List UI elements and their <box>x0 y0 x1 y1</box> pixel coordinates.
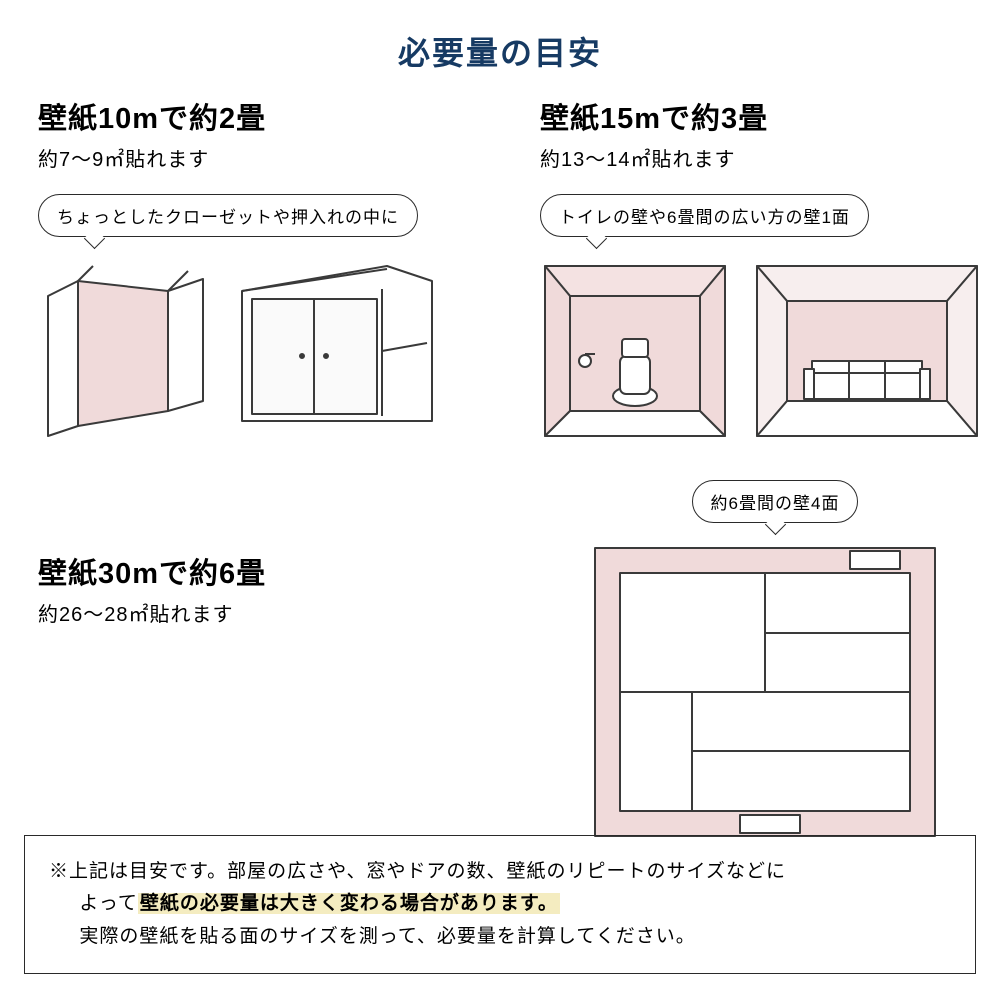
heading-15m: 壁紙15mで約3畳 <box>540 95 980 137</box>
note-line3: 実際の壁紙を貼る面のサイズを測って、必要量を計算してください。 <box>49 921 951 953</box>
bubble-10m: ちょっとしたクローゼットや押入れの中に <box>38 194 418 237</box>
note-line1: ※上記は目安です。部屋の広さや、窓やドアの数、壁紙のリピートのサイズなどに <box>49 861 786 882</box>
toilet-illustration <box>540 261 728 441</box>
heading-10m: 壁紙10mで約2畳 <box>38 95 498 137</box>
page-title: 必要量の目安 <box>0 0 1000 74</box>
room-wall-illustration <box>752 261 980 441</box>
subtext-10m: 約7〜9㎡貼れます <box>38 143 498 172</box>
subtext-30m: 約26〜28㎡貼れます <box>38 598 498 627</box>
subtext-15m: 約13〜14㎡貼れます <box>540 143 980 172</box>
note-box: ※上記は目安です。部屋の広さや、窓やドアの数、壁紙のリピートのサイズなどに よっ… <box>24 835 976 974</box>
note-line2a: よって <box>79 893 137 914</box>
oshiire-illustration <box>232 261 442 441</box>
closet-illustration <box>38 261 208 441</box>
heading-30m: 壁紙30mで約6畳 <box>38 550 498 592</box>
section-30m: 壁紙30mで約6畳 約26〜28㎡貼れます <box>38 550 498 627</box>
bubble-15m: トイレの壁や6畳間の広い方の壁1面 <box>540 194 869 237</box>
section-30m-illus: 約6畳間の壁4面 <box>590 480 960 843</box>
bubble-30m: 約6畳間の壁4面 <box>692 480 859 523</box>
section-10m: 壁紙10mで約2畳 約7〜9㎡貼れます ちょっとしたクローゼットや押入れの中に <box>38 95 498 441</box>
floorplan-illustration <box>590 543 940 843</box>
note-highlight: 壁紙の必要量は大きく変わる場合があります。 <box>138 893 560 914</box>
section-15m: 壁紙15mで約3畳 約13〜14㎡貼れます トイレの壁や6畳間の広い方の壁1面 <box>540 95 980 441</box>
